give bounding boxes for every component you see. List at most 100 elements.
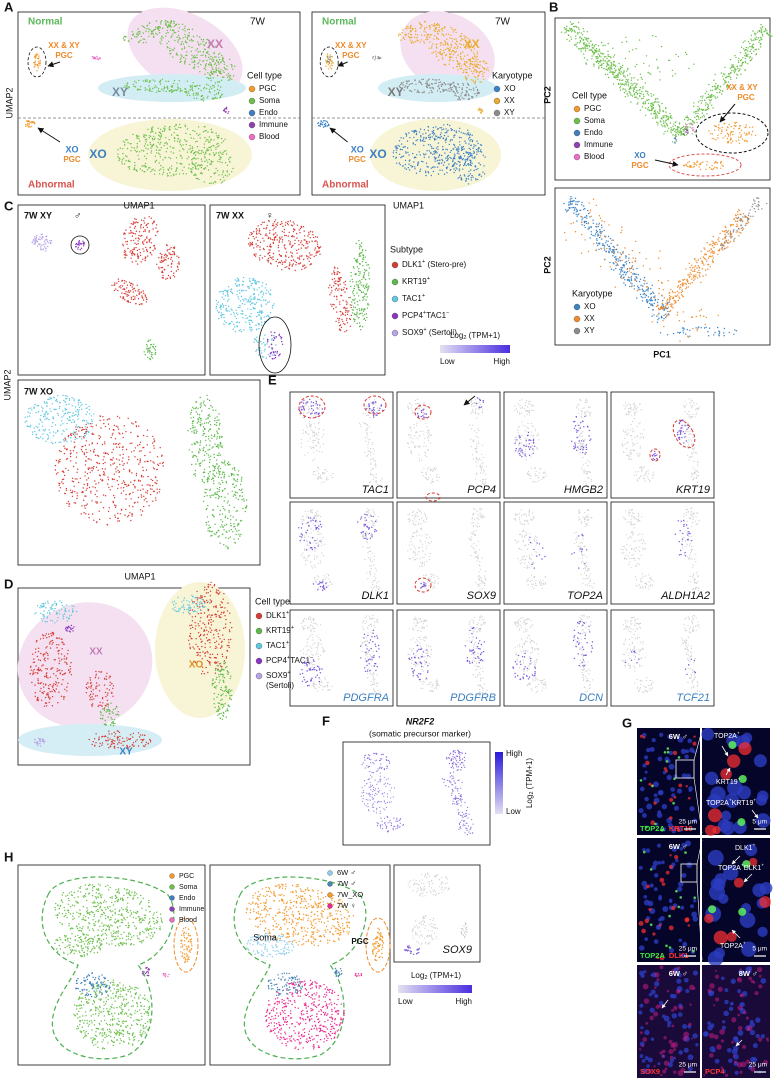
cell-dot bbox=[273, 227, 275, 229]
cell-dot bbox=[581, 201, 583, 204]
cell-dot bbox=[310, 263, 312, 265]
cell-dot bbox=[470, 179, 472, 181]
cell-dot bbox=[674, 292, 676, 294]
cell-dot bbox=[569, 207, 571, 210]
cell-dot bbox=[294, 242, 296, 245]
cell-dot bbox=[142, 299, 145, 301]
cell-dot bbox=[691, 264, 693, 266]
cell-dot bbox=[202, 40, 204, 43]
cell-dot bbox=[598, 54, 601, 56]
cell-dot bbox=[173, 247, 175, 249]
cell-dot bbox=[211, 66, 213, 69]
cell-dot bbox=[255, 253, 257, 255]
panel-letter: D bbox=[4, 576, 13, 591]
cell-dot bbox=[565, 239, 567, 241]
cell-dot bbox=[170, 168, 173, 170]
cell-dot bbox=[678, 320, 680, 322]
cell-dot bbox=[266, 245, 268, 248]
cell-dot bbox=[166, 147, 168, 149]
cell-dot bbox=[206, 51, 209, 53]
cell-dot bbox=[184, 125, 187, 128]
cell-dot bbox=[175, 170, 177, 172]
cell-dot bbox=[685, 131, 687, 133]
cell-dot bbox=[204, 136, 206, 139]
cell-dot bbox=[656, 315, 658, 317]
cell-dot bbox=[159, 27, 161, 29]
cell-dot bbox=[226, 68, 228, 71]
cell-dot bbox=[649, 302, 651, 305]
cell-dot bbox=[607, 50, 609, 53]
cell-dot bbox=[147, 148, 149, 150]
cell-dot bbox=[678, 123, 681, 125]
cell-dot bbox=[455, 130, 457, 132]
cell-dot bbox=[643, 276, 646, 279]
cell-dot bbox=[159, 128, 162, 131]
cell-dot bbox=[747, 221, 750, 224]
cell-dot bbox=[633, 285, 635, 287]
cell-dot bbox=[689, 283, 692, 285]
cell-dot bbox=[728, 242, 730, 244]
cell-dot bbox=[685, 287, 687, 290]
cell-dot bbox=[409, 137, 411, 139]
cell-dot bbox=[36, 234, 38, 237]
cell-dot bbox=[726, 126, 729, 128]
cell-dot bbox=[474, 61, 476, 63]
cell-dot bbox=[599, 228, 601, 231]
cell-dot bbox=[745, 140, 748, 142]
cell-dot bbox=[142, 226, 145, 229]
cell-dot bbox=[670, 305, 672, 308]
cell-dot bbox=[468, 94, 470, 97]
cell-dot bbox=[704, 253, 706, 255]
cell-dot bbox=[467, 129, 469, 131]
cell-dot bbox=[29, 126, 31, 128]
cell-dot bbox=[412, 28, 414, 31]
cell-dot bbox=[194, 130, 196, 132]
cell-dot bbox=[139, 254, 142, 257]
cell-dot bbox=[439, 127, 441, 129]
cell-dot bbox=[685, 283, 687, 285]
cell-dot bbox=[761, 33, 764, 36]
cell-dot bbox=[590, 226, 592, 229]
cell-dot bbox=[617, 73, 619, 76]
cell-dot bbox=[617, 260, 619, 262]
cell-dot bbox=[177, 41, 179, 43]
cell-dot bbox=[453, 163, 455, 165]
cell-dot bbox=[651, 321, 653, 323]
cell-dot bbox=[657, 124, 659, 126]
cell-dot bbox=[466, 72, 468, 74]
cell-dot bbox=[186, 128, 189, 130]
cell-dot bbox=[688, 262, 690, 264]
cell-dot bbox=[196, 146, 199, 148]
cell-dot bbox=[176, 167, 178, 169]
cell-dot bbox=[299, 227, 302, 230]
cell-dot bbox=[453, 156, 456, 158]
cell-dot bbox=[580, 209, 582, 211]
cell-dot bbox=[761, 38, 763, 40]
cell-dot bbox=[665, 107, 667, 110]
cell-dot bbox=[621, 226, 623, 228]
cell-dot bbox=[751, 130, 754, 133]
cell-dot bbox=[40, 233, 42, 236]
cell-dot bbox=[421, 78, 423, 81]
cell-dot bbox=[645, 289, 648, 291]
cell-dot bbox=[294, 239, 296, 241]
cell-dot bbox=[160, 259, 163, 262]
cell-dot bbox=[299, 232, 301, 234]
cell-dot bbox=[224, 138, 226, 140]
cell-dot bbox=[431, 45, 433, 47]
cell-dot bbox=[470, 70, 473, 72]
cell-dot bbox=[626, 80, 629, 82]
cell-dot bbox=[431, 130, 433, 133]
cell-dot bbox=[443, 63, 445, 66]
cell-dot bbox=[622, 273, 624, 276]
cell-dot bbox=[732, 131, 734, 133]
cell-dot bbox=[157, 88, 160, 90]
cell-dot bbox=[654, 109, 656, 112]
cell-dot bbox=[208, 42, 210, 44]
cell-dot bbox=[428, 24, 431, 27]
cell-dot bbox=[47, 245, 49, 248]
cell-dot bbox=[291, 264, 293, 266]
cell-dot bbox=[224, 162, 227, 164]
cell-dot bbox=[167, 31, 169, 34]
cell-dot bbox=[130, 253, 133, 255]
